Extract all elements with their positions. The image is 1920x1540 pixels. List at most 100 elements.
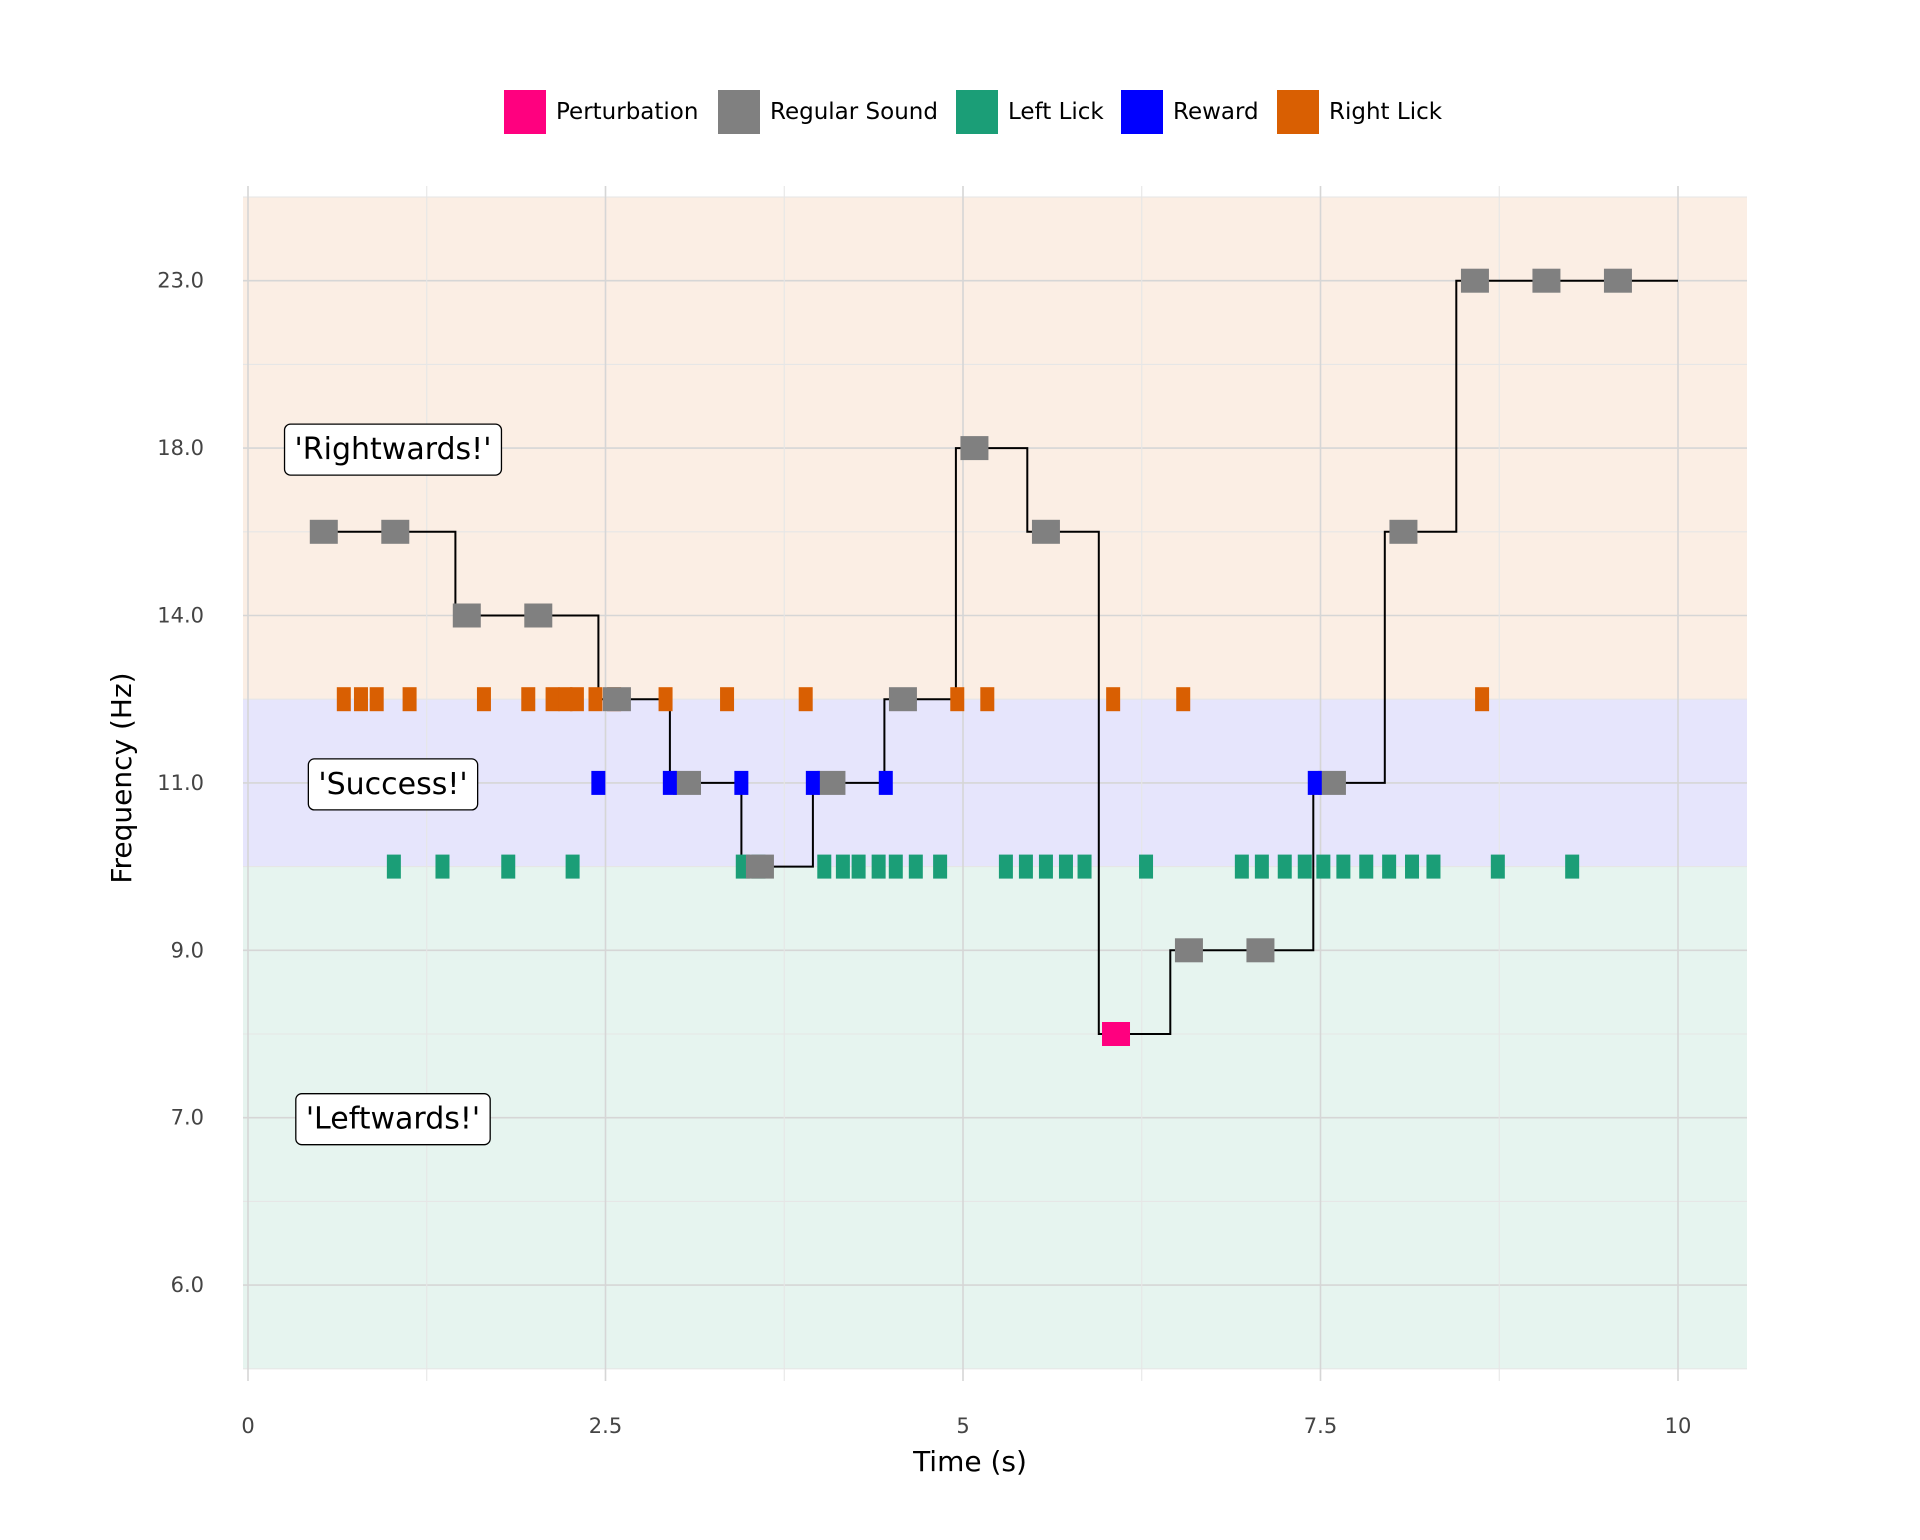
reward-marker — [591, 770, 606, 795]
right-lick-marker — [476, 687, 491, 712]
left-lick-marker — [871, 854, 886, 879]
left-lick-marker — [501, 854, 516, 879]
region-label-frame — [307, 758, 479, 811]
y-tick-label: 7.0 — [171, 1106, 204, 1130]
right-lick-marker — [558, 687, 573, 712]
x-tick-label: 7.5 — [1304, 1414, 1337, 1438]
right-lick-marker — [798, 687, 813, 712]
regular-sound-marker — [602, 687, 631, 712]
left-lick-marker — [1058, 854, 1073, 879]
right-lick-marker — [1106, 687, 1121, 712]
right-lick-marker — [336, 687, 351, 712]
regular-sound-marker — [381, 519, 410, 544]
left-lick-marker — [1426, 854, 1441, 879]
region-label-frame — [295, 1093, 491, 1146]
left-lick-marker — [565, 854, 580, 879]
regular-sound-marker — [1389, 519, 1418, 544]
legend-swatch — [718, 90, 760, 134]
left-lick-marker — [1077, 854, 1092, 879]
region-label-box-2: 'Leftwards!' — [295, 1093, 491, 1146]
reward-marker — [734, 770, 749, 795]
legend-item-regular-sound: Regular Sound — [718, 90, 938, 134]
right-lick-marker — [720, 687, 735, 712]
region-label-box-1: 'Success!' — [307, 758, 479, 811]
x-tick-label: 5 — [956, 1414, 969, 1438]
left-lick-marker — [888, 854, 903, 879]
left-lick-marker — [1565, 854, 1580, 879]
region-label-frame — [283, 423, 503, 476]
y-axis-title: Frequency (Hz) — [105, 672, 138, 883]
region-label: 'Rightwards!' — [295, 432, 492, 467]
regular-sound-marker — [888, 687, 917, 712]
left-lick-marker — [435, 854, 450, 879]
regular-sound-marker — [524, 603, 553, 628]
right-lick-marker — [950, 687, 965, 712]
x-tick-label: 10 — [1665, 1414, 1692, 1438]
x-tick-label: 0 — [241, 1414, 254, 1438]
regular-sound-marker — [745, 854, 774, 879]
right-lick-marker — [545, 687, 560, 712]
right-lick-marker — [369, 687, 384, 712]
left-lick-marker — [1382, 854, 1397, 879]
left-lick-marker — [817, 854, 832, 879]
right-lick-marker — [353, 687, 368, 712]
regular-sound-marker — [817, 770, 846, 795]
right-lick-marker — [658, 687, 673, 712]
right-lick-marker — [521, 687, 536, 712]
legend-swatch — [1121, 90, 1163, 134]
regular-sound-marker — [1460, 268, 1489, 293]
legend-swatch — [956, 90, 998, 134]
left-lick-marker — [908, 854, 923, 879]
reward-marker — [1307, 770, 1322, 795]
left-lick-marker — [1254, 854, 1269, 879]
regular-sound-marker — [1603, 268, 1632, 293]
left-lick-marker — [1038, 854, 1053, 879]
reward-marker — [805, 770, 820, 795]
x-axis-title: Time (s) — [912, 1445, 1027, 1478]
right-lick-marker — [588, 687, 603, 712]
x-tick-label: 2.5 — [589, 1414, 622, 1438]
left-lick-marker — [933, 854, 948, 879]
left-lick-marker — [851, 854, 866, 879]
legend-label: Perturbation — [556, 99, 698, 125]
legend-item-right-lick: Right Lick — [1277, 90, 1443, 134]
y-tick-label: 11.0 — [157, 771, 204, 795]
y-tick-label: 18.0 — [157, 436, 204, 460]
legend-item-left-lick: Left Lick — [956, 90, 1104, 134]
region-label: 'Leftwards!' — [306, 1102, 480, 1137]
regular-sound-marker — [673, 770, 702, 795]
regular-sound-marker — [452, 603, 481, 628]
left-lick-marker — [1018, 854, 1033, 879]
legend-item-reward: Reward — [1121, 90, 1259, 134]
region-label: 'Success!' — [318, 767, 467, 802]
regular-sound-marker — [1031, 519, 1060, 544]
left-lick-marker — [1234, 854, 1249, 879]
regular-sound-marker — [309, 519, 338, 544]
right-lick-marker — [1176, 687, 1191, 712]
perturbation-marker — [1102, 1022, 1131, 1046]
region-label-box-0: 'Rightwards!' — [283, 423, 503, 476]
left-lick-marker — [386, 854, 401, 879]
legend-label: Right Lick — [1329, 99, 1443, 125]
legend-label: Reward — [1173, 99, 1259, 125]
right-lick-marker — [569, 687, 584, 712]
left-lick-marker — [1316, 854, 1331, 879]
regular-sound-marker — [1317, 770, 1346, 795]
right-lick-marker — [402, 687, 417, 712]
y-tick-label: 6.0 — [171, 1273, 204, 1297]
regular-sound-marker — [1174, 938, 1203, 963]
left-lick-marker — [1139, 854, 1154, 879]
y-tick-label: 23.0 — [157, 269, 204, 293]
legend-label: Regular Sound — [770, 99, 938, 125]
reward-marker — [662, 770, 677, 795]
left-lick-marker — [1490, 854, 1505, 879]
legend-swatch — [1277, 90, 1319, 134]
left-lick-marker — [1277, 854, 1292, 879]
regular-sound-marker — [1246, 938, 1275, 963]
right-lick-marker — [1475, 687, 1490, 712]
left-lick-marker — [835, 854, 850, 879]
frequency-step-line — [319, 279, 1678, 1035]
right-lick-marker — [980, 687, 995, 712]
y-tick-label: 9.0 — [171, 938, 204, 962]
